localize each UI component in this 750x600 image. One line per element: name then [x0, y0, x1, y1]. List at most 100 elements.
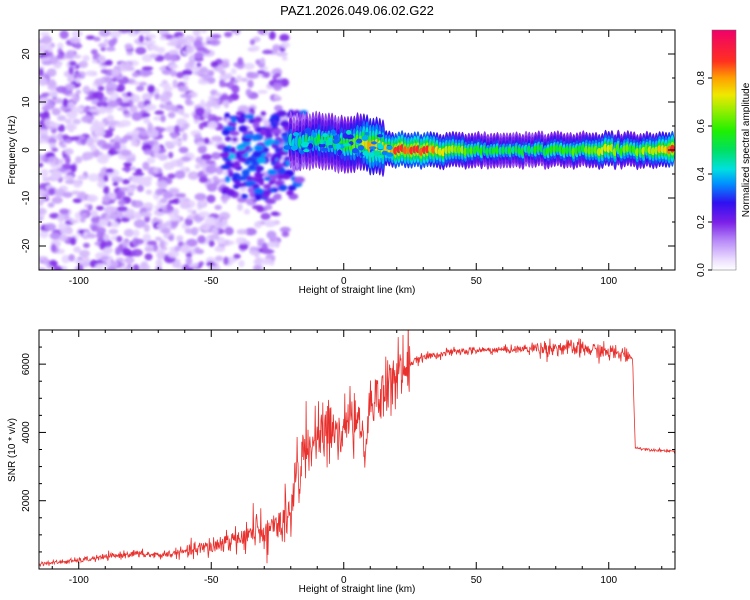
noise-blob [82, 85, 91, 94]
noise-blob [195, 156, 204, 164]
noise-blob [196, 62, 202, 68]
noise-blob [39, 213, 45, 219]
noise-blob [75, 156, 83, 164]
noise-blob [276, 51, 288, 57]
noise-blob [212, 227, 219, 235]
noise-blob [138, 130, 149, 136]
transition-blob [254, 116, 263, 123]
noise-blob [253, 221, 263, 229]
transition-blob [236, 175, 248, 181]
noise-blob [57, 214, 65, 223]
noise-blob [142, 161, 150, 171]
noise-blob [121, 167, 132, 172]
spectrogram-x-label: Height of straight line (km) [299, 285, 416, 296]
noise-blob [198, 261, 205, 266]
noise-blob [141, 70, 153, 76]
noise-blob [231, 84, 240, 94]
noise-blob [45, 152, 55, 158]
noise-blob [46, 68, 57, 77]
noise-blob [108, 228, 119, 235]
ridge-halo [307, 143, 314, 150]
ridge-halo [343, 143, 351, 147]
noise-blob [189, 263, 199, 268]
noise-blob [202, 49, 211, 54]
noise-blob [170, 132, 179, 140]
spectrogram-y-tick-label: 10 [21, 96, 32, 108]
noise-blob [166, 41, 179, 47]
noise-blob [179, 127, 185, 133]
transition-blob [255, 166, 262, 173]
noise-blob [173, 258, 181, 268]
noise-blob [93, 36, 101, 42]
transition-blob [245, 180, 256, 186]
noise-blob [249, 246, 260, 251]
noise-blob [73, 96, 80, 103]
noise-blob [122, 248, 132, 257]
snr-y-tick-label: 6000 [21, 353, 32, 376]
noise-blob [169, 217, 180, 222]
noise-blob [120, 64, 133, 69]
noise-blob [57, 115, 67, 122]
transition-blob [238, 125, 248, 133]
noise-blob [72, 179, 83, 188]
noise-blob [159, 93, 168, 102]
ridge-halo [283, 145, 291, 150]
noise-blob [86, 194, 98, 203]
noise-blob [185, 44, 195, 54]
noise-blob [169, 246, 175, 252]
noise-blob [113, 141, 121, 150]
noise-blob [214, 245, 226, 253]
noise-blob [169, 49, 180, 56]
noise-blob [69, 36, 81, 44]
noise-blob [72, 198, 82, 204]
noise-blob [192, 30, 201, 37]
noise-blob [243, 208, 251, 215]
transition-blob [268, 117, 275, 123]
noise-blob [100, 256, 109, 261]
colorbar-tick-label: 0.2 [696, 215, 707, 229]
noise-blob [51, 147, 59, 152]
spectrogram-x-tick-label: 50 [471, 276, 483, 287]
noise-blob [210, 61, 219, 68]
noise-blob [257, 69, 266, 75]
transition-blob [227, 171, 234, 178]
noise-blob [94, 126, 103, 135]
noise-blob [97, 108, 110, 113]
noise-blob [200, 30, 208, 34]
noise-blob [149, 44, 159, 51]
noise-blob [154, 92, 160, 100]
noise-blob [193, 70, 205, 76]
noise-blob [105, 168, 115, 173]
noise-blob [143, 149, 156, 156]
noise-blob [181, 132, 188, 142]
noise-blob [236, 75, 243, 83]
transition-blob [287, 184, 297, 191]
transition-blob [265, 138, 275, 145]
noise-blob [167, 111, 176, 119]
noise-blob [185, 238, 198, 247]
transition-blob [251, 176, 260, 181]
noise-blob [173, 124, 181, 134]
noise-blob [212, 175, 219, 182]
noise-blob [198, 211, 210, 218]
ridge-halo [373, 150, 382, 155]
ridge-halo [368, 152, 375, 158]
noise-blob [39, 97, 49, 106]
noise-blob [80, 249, 90, 257]
ridge-halo [312, 132, 317, 138]
noise-blob [274, 104, 283, 112]
transition-blob [243, 133, 255, 139]
noise-blob [155, 188, 164, 196]
noise-blob [135, 46, 147, 55]
noise-blob [87, 204, 93, 211]
noise-blob [237, 57, 244, 66]
noise-blob [103, 38, 109, 44]
noise-blob [164, 104, 177, 112]
colorbar-ticks: 0.0 0.2 0.4 0.6 0.8 [696, 71, 712, 277]
transition-blob [272, 164, 282, 171]
transition-blob [255, 172, 265, 178]
noise-blob [134, 211, 142, 219]
noise-blob [111, 176, 124, 183]
noise-blob [146, 34, 157, 39]
